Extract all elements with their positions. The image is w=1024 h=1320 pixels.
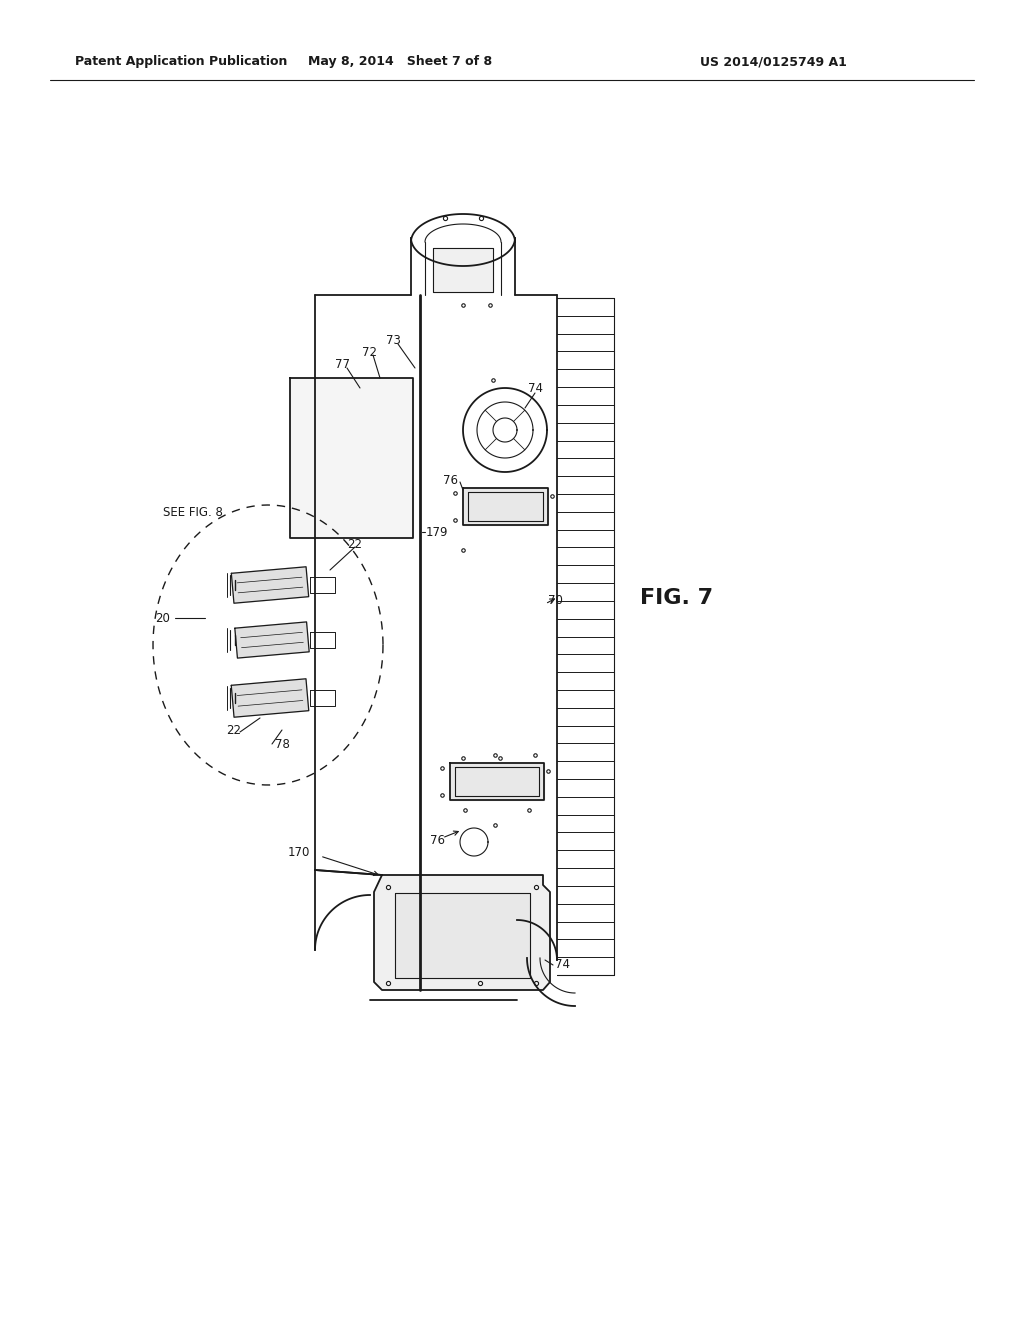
Text: 179: 179 bbox=[426, 525, 449, 539]
Polygon shape bbox=[463, 488, 548, 525]
Text: SEE FIG. 8: SEE FIG. 8 bbox=[163, 506, 223, 519]
Text: US 2014/0125749 A1: US 2014/0125749 A1 bbox=[700, 55, 847, 69]
Text: May 8, 2014   Sheet 7 of 8: May 8, 2014 Sheet 7 of 8 bbox=[308, 55, 493, 69]
Text: 77: 77 bbox=[335, 359, 350, 371]
Text: 74: 74 bbox=[555, 958, 570, 972]
Text: 20: 20 bbox=[155, 611, 170, 624]
Polygon shape bbox=[374, 875, 550, 990]
Text: 22: 22 bbox=[226, 723, 241, 737]
Text: 74: 74 bbox=[528, 381, 543, 395]
Polygon shape bbox=[450, 763, 544, 800]
Text: FIG. 7: FIG. 7 bbox=[640, 587, 713, 609]
Polygon shape bbox=[290, 378, 413, 539]
Polygon shape bbox=[231, 678, 309, 717]
Text: 76: 76 bbox=[443, 474, 458, 487]
Polygon shape bbox=[231, 566, 308, 603]
Text: 22: 22 bbox=[347, 539, 362, 552]
Text: Patent Application Publication: Patent Application Publication bbox=[75, 55, 288, 69]
Text: 73: 73 bbox=[386, 334, 400, 346]
Text: 76: 76 bbox=[430, 833, 445, 846]
Text: 78: 78 bbox=[275, 738, 290, 751]
Text: 70: 70 bbox=[548, 594, 563, 606]
Text: 170: 170 bbox=[288, 846, 310, 859]
Text: 72: 72 bbox=[362, 346, 377, 359]
Polygon shape bbox=[433, 248, 493, 292]
Polygon shape bbox=[395, 894, 530, 978]
Polygon shape bbox=[234, 622, 309, 659]
